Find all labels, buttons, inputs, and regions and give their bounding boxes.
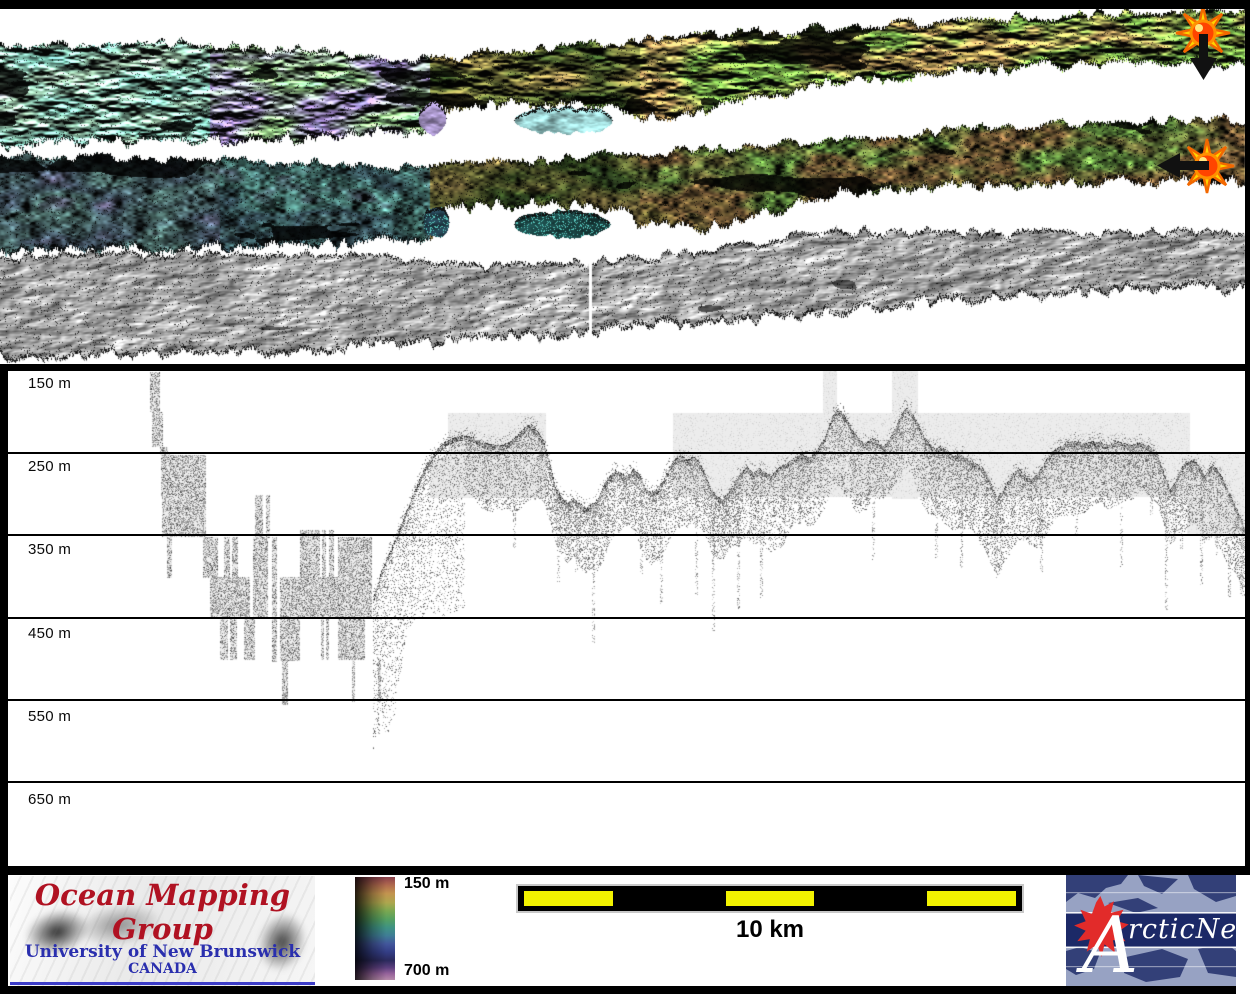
arcticnet-logo: A rcticNet [1066,875,1236,987]
frame-separator-imagery-profile [0,364,1250,371]
frame-separator-profile-footer [0,866,1250,875]
omg-title: Ocean Mapping Group [34,878,291,946]
depth-axis-label: 450 m [28,625,72,642]
arctic-landmass [1124,949,1188,982]
arctic-landmass [1066,875,1128,902]
arctic-landmass [1188,875,1236,902]
legend-bottom-label: 700 m [404,962,450,979]
frame-bottom-bar [0,986,1236,994]
depth-gridline-650m [8,781,1245,783]
arcticnet-wordmark: rcticNet [1128,914,1236,945]
arctic-landmass [1138,875,1178,894]
scale-segment-yellow [725,891,815,906]
arctic-landmass [1198,943,1236,977]
depth-axis-label: 150 m [28,375,72,392]
legend-top-label: 150 m [404,875,450,892]
arctic-landmass [1066,947,1100,975]
scale-segment [619,886,720,911]
omg-subtitle: University of New Brunswick [24,942,301,962]
logo-hairline [1066,912,1236,914]
logo-hairline [1066,966,1236,968]
arctic-landmass [1108,898,1158,913]
map-scale-bar [516,884,1024,913]
legend-shading-overlay [355,877,395,980]
arcticnet-initial: A [1076,901,1138,987]
depth-gridline-350m [8,534,1245,536]
scale-segment [720,886,821,911]
scale-segment-yellow [524,891,613,906]
depth-axis-label: 550 m [28,708,72,725]
depth-axis-label: 650 m [28,791,72,808]
frame-top-bar [0,0,1250,9]
scale-segment [518,886,619,911]
depth-gridline-550m [8,699,1245,701]
omg-logo-texture [10,876,315,986]
frame-left-border [0,364,8,994]
frame-right-border [1245,0,1250,875]
scale-segment [820,886,921,911]
logo-hairline [1066,946,1236,949]
scale-segment [921,886,1022,911]
logo-hairline [1066,892,1236,894]
depth-color-legend [355,877,395,980]
scale-bar-label: 10 km [735,916,805,943]
scale-segment-yellow [927,891,1016,906]
maple-leaf-icon [1074,896,1129,957]
depth-gridline-250m [8,452,1245,454]
omg-underline [10,982,315,985]
depth-gridline-450m [8,617,1245,619]
depth-axis-label: 350 m [28,541,72,558]
omg-country: CANADA [128,961,197,977]
depth-axis-label: 250 m [28,458,72,475]
omg-logo: Ocean Mapping Group University of New Br… [10,876,315,986]
